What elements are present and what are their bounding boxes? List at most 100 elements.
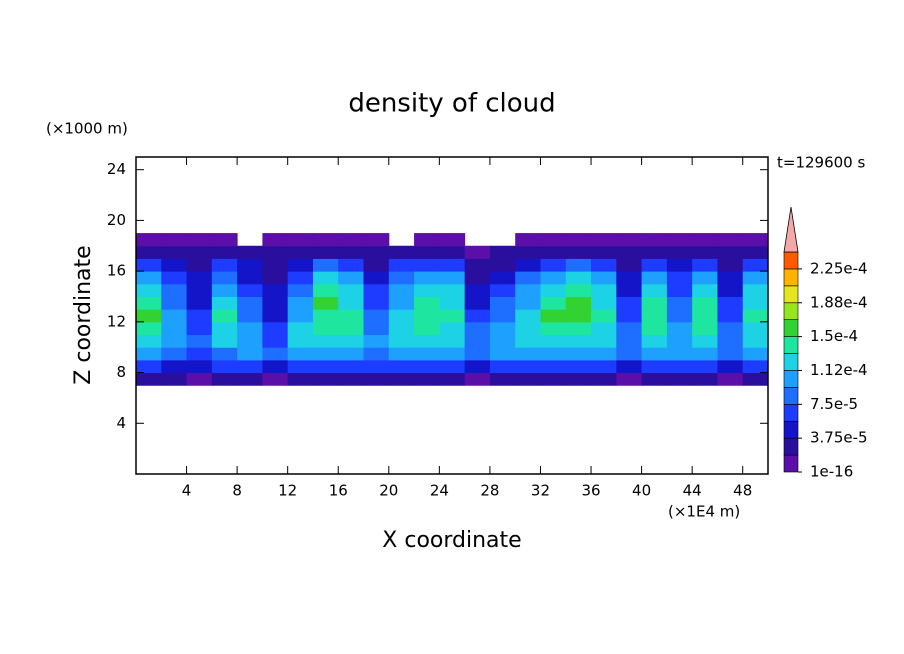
cell xyxy=(363,309,390,323)
cell xyxy=(262,347,289,361)
cell xyxy=(515,283,541,297)
cell xyxy=(489,296,516,310)
cell xyxy=(742,334,769,348)
cell xyxy=(515,233,541,247)
cell xyxy=(161,271,188,285)
cell xyxy=(742,309,769,323)
cell xyxy=(616,258,643,272)
cell xyxy=(540,321,567,336)
cell xyxy=(136,347,162,361)
cell xyxy=(414,372,440,386)
cell xyxy=(540,334,567,348)
cell xyxy=(591,233,617,247)
cell xyxy=(692,372,718,386)
cell xyxy=(742,271,769,285)
cell xyxy=(262,296,289,310)
cell xyxy=(237,283,263,297)
x-tick-label: 36 xyxy=(581,482,600,500)
cell xyxy=(287,271,314,285)
axes: 4 8 12 16 20 24 28 32 36 40 44 4848121620241e-163.7… xyxy=(107,156,868,500)
cell xyxy=(591,372,617,386)
cell xyxy=(489,258,516,272)
cell xyxy=(186,334,213,348)
cell xyxy=(161,258,188,272)
cell xyxy=(136,271,162,285)
cell xyxy=(717,271,744,285)
cell xyxy=(414,296,440,310)
colorbar-box xyxy=(783,251,799,270)
cell xyxy=(439,359,466,374)
cell xyxy=(136,334,162,348)
cell xyxy=(489,359,516,374)
cell xyxy=(515,296,541,310)
cell xyxy=(338,233,365,247)
cell xyxy=(464,309,491,323)
cell xyxy=(186,321,213,336)
cell xyxy=(742,258,769,272)
cell xyxy=(414,233,440,247)
cell xyxy=(363,347,390,361)
cell xyxy=(616,309,643,323)
cell xyxy=(161,309,188,323)
cell xyxy=(565,296,592,310)
cell xyxy=(388,309,415,323)
cell xyxy=(692,309,718,323)
cell xyxy=(363,245,390,259)
y-tick-label: 16 xyxy=(107,262,126,280)
cell xyxy=(262,372,289,386)
cell xyxy=(464,359,491,374)
cell xyxy=(692,283,718,297)
cell xyxy=(287,372,314,386)
cell xyxy=(439,347,466,361)
cell xyxy=(540,283,567,297)
cell xyxy=(211,271,238,285)
cell xyxy=(211,321,238,336)
cell xyxy=(692,321,718,336)
cell xyxy=(262,258,289,272)
cell xyxy=(161,372,188,386)
cell xyxy=(489,321,516,336)
cell xyxy=(388,271,415,285)
y-tick-label: 8 xyxy=(116,363,126,381)
cell xyxy=(312,296,339,310)
y-tick-label: 4 xyxy=(116,414,126,432)
cell xyxy=(363,334,390,348)
cell xyxy=(237,296,263,310)
cell xyxy=(515,334,541,348)
cell xyxy=(464,245,491,259)
cell xyxy=(641,372,668,386)
colorbar-box xyxy=(783,336,799,354)
cell xyxy=(489,309,516,323)
cell xyxy=(287,258,314,272)
cell xyxy=(742,283,769,297)
cell xyxy=(742,233,769,247)
cell xyxy=(237,334,263,348)
cell xyxy=(388,321,415,336)
cell xyxy=(287,321,314,336)
cell xyxy=(388,334,415,348)
cell xyxy=(186,309,213,323)
cell xyxy=(312,283,339,297)
cell xyxy=(388,245,415,259)
cell xyxy=(540,296,567,310)
cell xyxy=(388,372,415,386)
cell xyxy=(338,271,365,285)
cell xyxy=(464,271,491,285)
cell xyxy=(237,309,263,323)
colorbar-label: 2.25e-4 xyxy=(810,259,868,277)
cell xyxy=(489,334,516,348)
cell xyxy=(439,245,466,259)
cell xyxy=(489,283,516,297)
cell xyxy=(287,359,314,374)
cell xyxy=(565,258,592,272)
cell xyxy=(464,347,491,361)
cell xyxy=(717,309,744,323)
cell xyxy=(591,334,617,348)
x-tick-label: 24 xyxy=(430,482,449,500)
cell xyxy=(338,347,365,361)
cell xyxy=(262,359,289,374)
cell xyxy=(666,309,693,323)
cell xyxy=(414,258,440,272)
cell xyxy=(666,271,693,285)
